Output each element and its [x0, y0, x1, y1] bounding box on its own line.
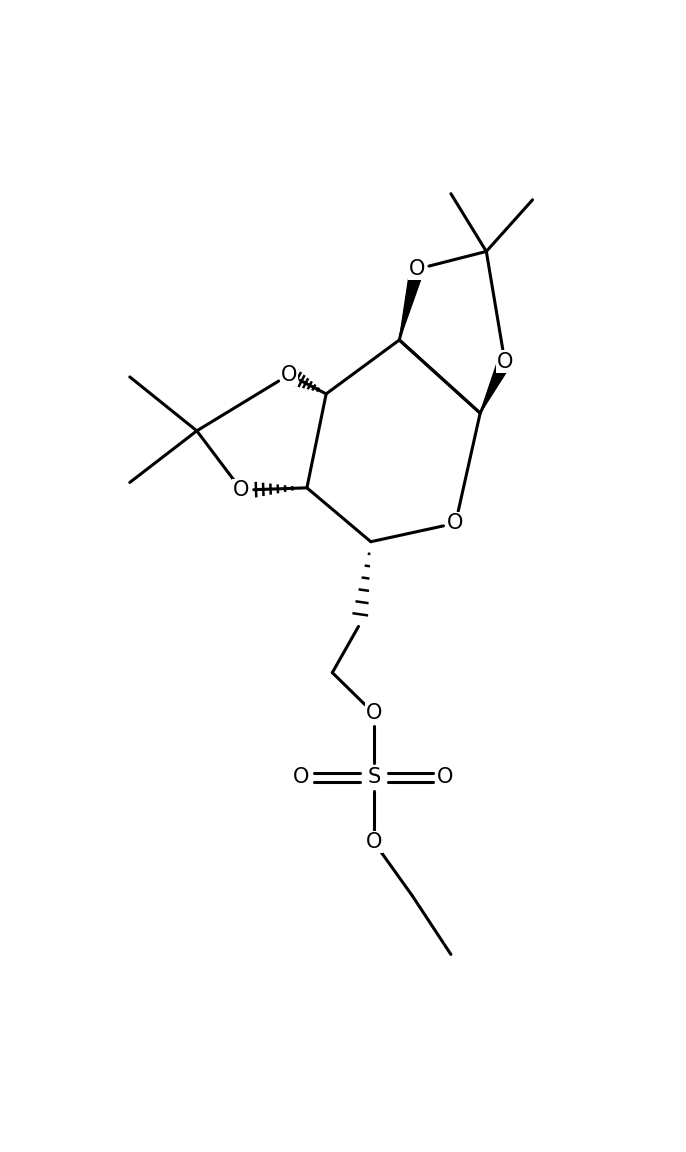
Polygon shape [399, 267, 424, 340]
Text: O: O [438, 767, 453, 787]
Text: O: O [294, 767, 309, 787]
Text: O: O [233, 480, 250, 500]
Text: O: O [366, 832, 382, 852]
Text: S: S [367, 767, 381, 787]
Text: O: O [281, 365, 298, 385]
Text: O: O [366, 704, 382, 723]
Text: O: O [409, 259, 425, 279]
Polygon shape [480, 358, 511, 414]
Text: O: O [497, 351, 513, 372]
Text: O: O [447, 514, 464, 533]
